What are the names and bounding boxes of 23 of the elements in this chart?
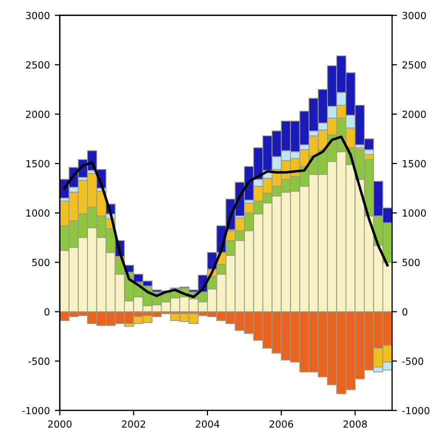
y2-tick-label: -500 <box>402 358 424 365</box>
x-tick-label: 2000 <box>48 420 72 428</box>
y2-tick-label: -1000 <box>402 406 430 414</box>
y-tick-label: 2000 <box>26 110 50 118</box>
x-tick-label: 2008 <box>343 420 367 428</box>
y-tick-label: -500 <box>28 358 50 365</box>
y-tick-label: 1500 <box>26 160 50 168</box>
y2-tick-label: 500 <box>402 258 420 266</box>
y2-tick-label: 1500 <box>402 160 426 168</box>
x-tick-label: 2006 <box>270 420 294 428</box>
y-tick-label: -1000 <box>22 406 50 414</box>
x-tick-label: 2004 <box>196 420 220 428</box>
y-tick-label: 3000 <box>26 12 50 20</box>
y2-tick-label: 2000 <box>402 110 426 118</box>
x-tick-label: 2002 <box>122 420 146 428</box>
y-tick-label: 500 <box>32 258 50 266</box>
y2-tick-label: 3000 <box>402 12 426 20</box>
y-tick-label: 0 <box>44 308 50 316</box>
y2-tick-label: 0 <box>402 308 408 316</box>
y2-tick-label: 2500 <box>402 61 426 69</box>
y2-tick-label: 1000 <box>402 209 426 217</box>
y-tick-label: 2500 <box>26 61 50 69</box>
y-tick-label: 1000 <box>26 209 50 217</box>
